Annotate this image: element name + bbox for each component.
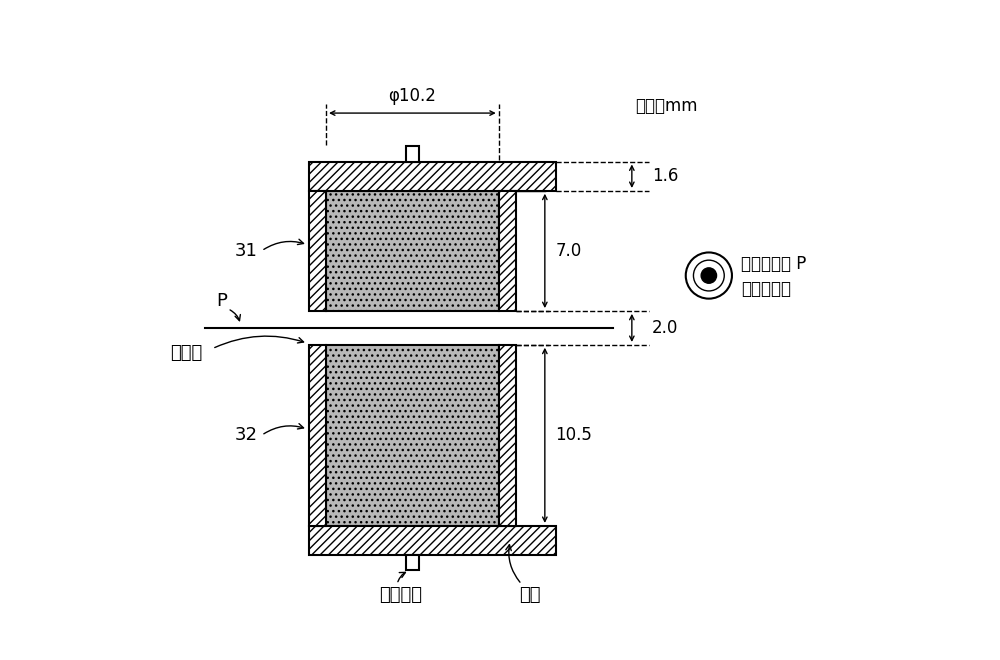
Bar bbox=[499, 191, 516, 311]
Text: 1.6: 1.6 bbox=[652, 167, 678, 185]
Bar bbox=[309, 526, 556, 555]
Bar bbox=[406, 147, 419, 162]
Bar bbox=[309, 345, 326, 526]
Text: 31: 31 bbox=[235, 242, 258, 260]
Bar bbox=[326, 345, 499, 526]
Text: 2.0: 2.0 bbox=[652, 319, 678, 337]
Bar bbox=[309, 191, 326, 311]
Text: 的输送方向: 的输送方向 bbox=[741, 280, 791, 298]
Text: 保持器: 保持器 bbox=[170, 344, 202, 362]
Text: 10.5: 10.5 bbox=[556, 426, 592, 444]
Bar bbox=[499, 345, 516, 526]
Text: P: P bbox=[216, 292, 227, 310]
Text: 基板: 基板 bbox=[519, 586, 540, 604]
Text: φ10.2: φ10.2 bbox=[388, 87, 436, 105]
Text: 32: 32 bbox=[235, 426, 258, 444]
Text: 电极端子: 电极端子 bbox=[379, 586, 422, 604]
Bar bbox=[309, 162, 556, 191]
Circle shape bbox=[701, 268, 717, 283]
Text: 7.0: 7.0 bbox=[556, 242, 582, 260]
Bar bbox=[326, 191, 499, 311]
Text: ：记录材料 P: ：记录材料 P bbox=[741, 255, 807, 273]
Text: 单位：mm: 单位：mm bbox=[635, 97, 698, 115]
Bar bbox=[406, 555, 419, 570]
